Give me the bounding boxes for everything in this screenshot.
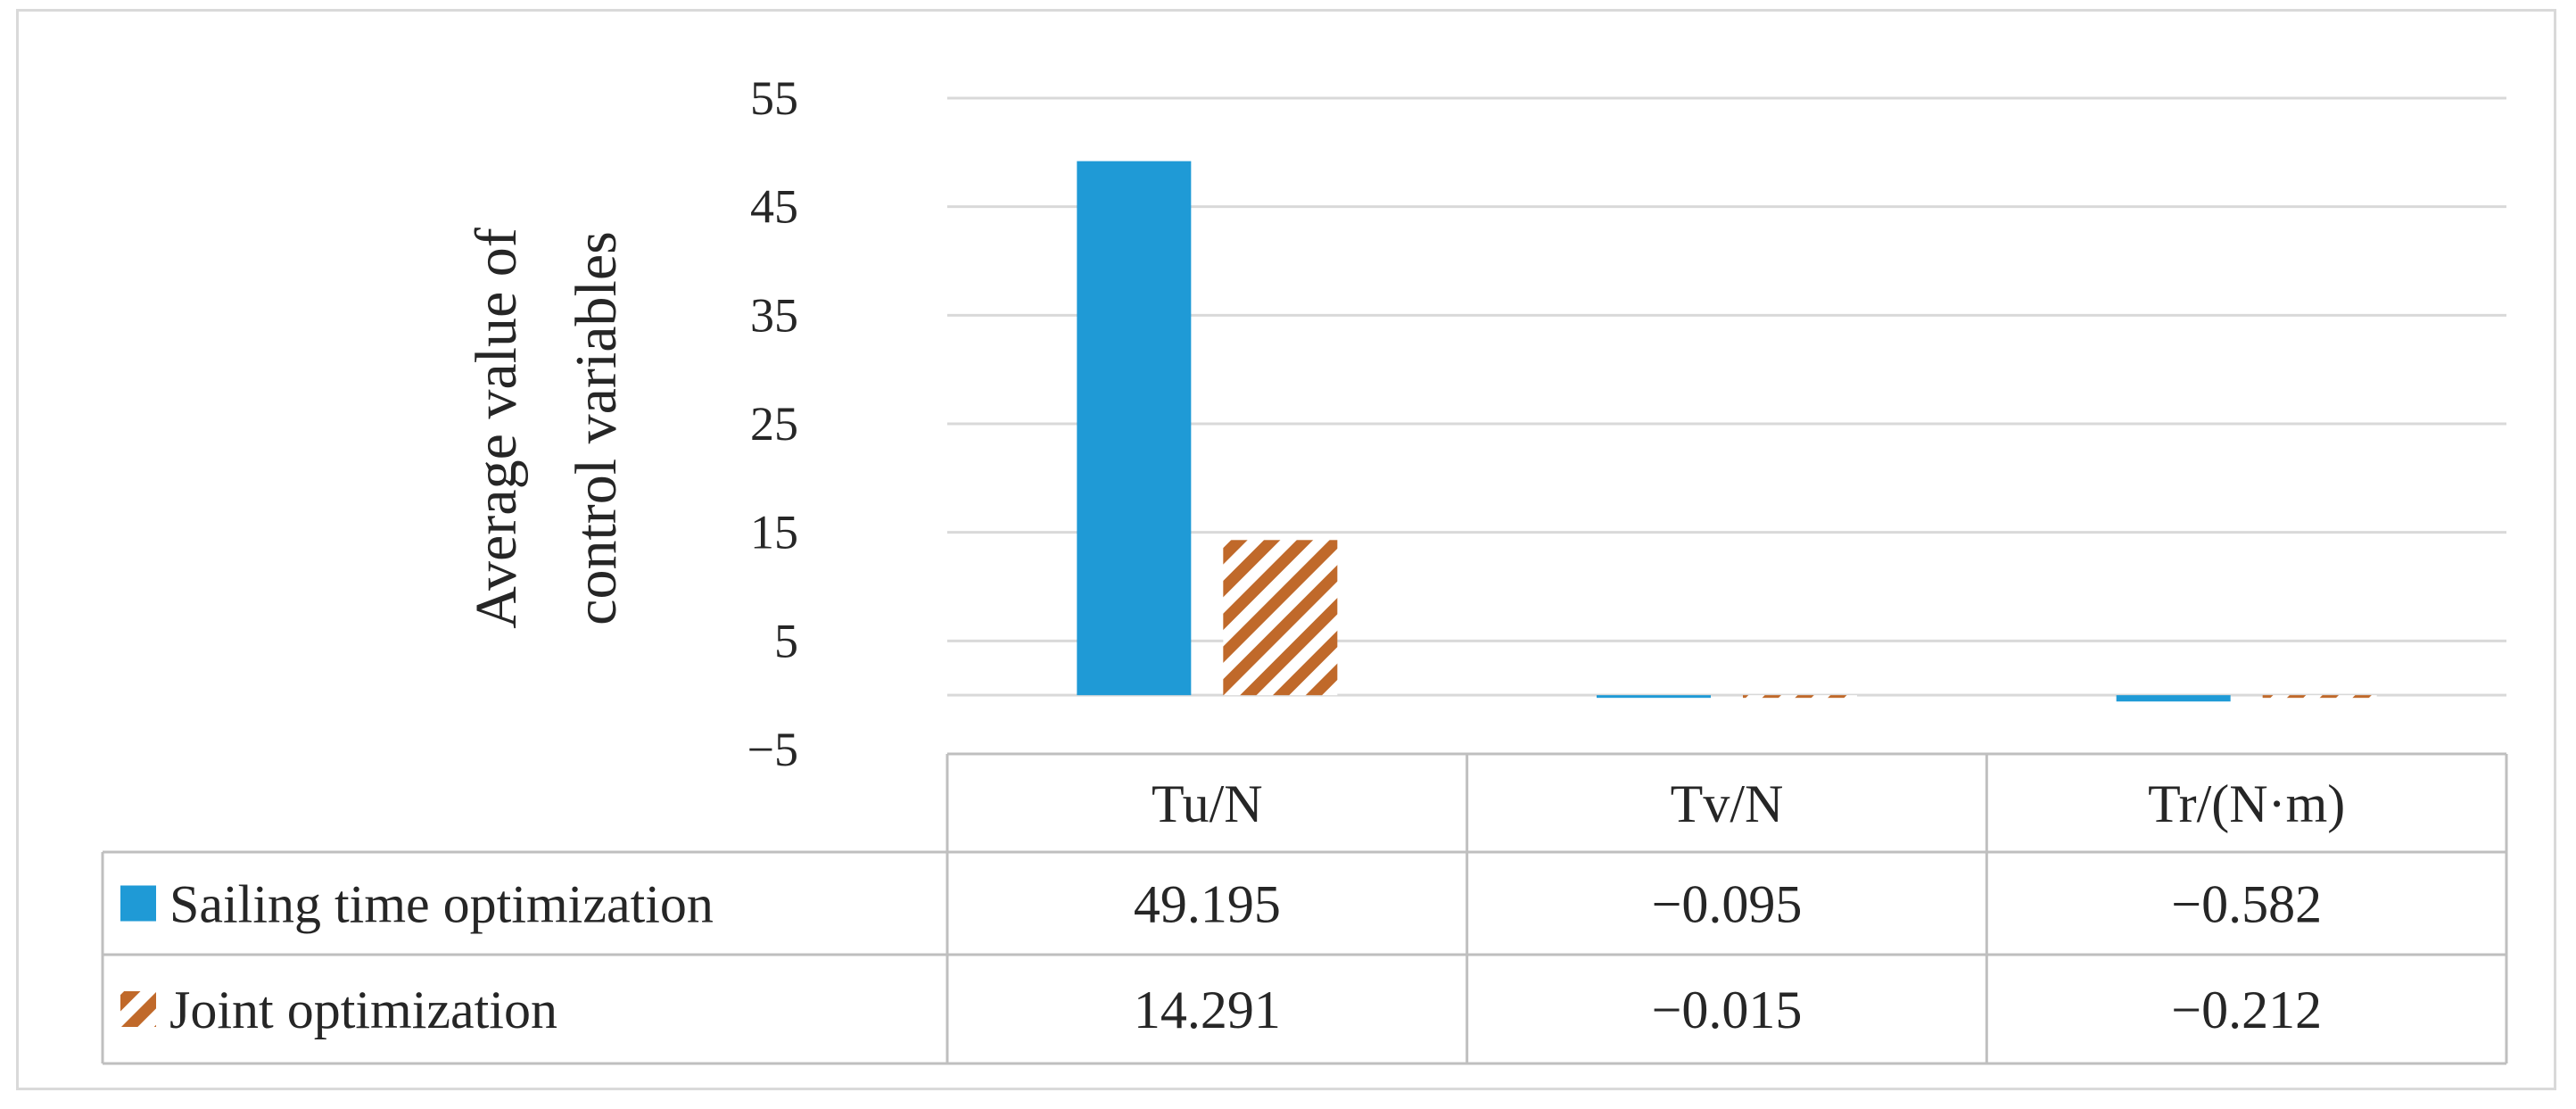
y-tick-label: 25 (750, 397, 798, 451)
bar-joint-1 (1743, 695, 1857, 699)
bar-joint-2 (2262, 695, 2377, 699)
y-tick-label: 5 (774, 614, 798, 667)
data-table: Tu/N Tv/N Tr/(N·m) Sailing time optimizatio… (101, 752, 2508, 1065)
y-tick-label: 15 (750, 506, 798, 559)
bar-joint-0 (1223, 540, 1338, 696)
y-tick-label: 55 (750, 71, 798, 125)
category-label: Tv/N (1671, 774, 1784, 833)
y-axis-label-line-1: Average value of (464, 228, 529, 629)
data-value: 14.291 (1134, 981, 1281, 1039)
y-tick-label: −5 (747, 723, 798, 776)
chart-frame (16, 9, 2556, 1090)
data-value: −0.212 (2171, 981, 2322, 1039)
bars (1077, 161, 2377, 702)
bar-sailing-time-0 (1077, 161, 1192, 696)
series-name: Sailing time optimization (169, 875, 714, 934)
series-name: Joint optimization (169, 981, 557, 1039)
data-value: −0.015 (1652, 981, 1803, 1039)
y-tick-labels: 55 45 35 25 15 5 −5 (747, 71, 798, 776)
category-label: Tu/N (1152, 774, 1263, 833)
data-value: 49.195 (1134, 875, 1281, 934)
gridlines (947, 96, 2506, 697)
data-value: −0.582 (2171, 875, 2322, 934)
legend-key-joint (120, 991, 156, 1027)
y-tick-label: 35 (750, 288, 798, 342)
bar-sailing-time-2 (2116, 695, 2231, 702)
data-value: −0.095 (1652, 875, 1803, 934)
y-axis-label-line-2: control variables (564, 231, 629, 625)
bar-sailing-time-1 (1597, 695, 1711, 699)
legend-key-sailing-time (120, 885, 156, 922)
category-label: Tr/(N·m) (2148, 774, 2345, 833)
y-tick-label: 45 (750, 180, 798, 234)
